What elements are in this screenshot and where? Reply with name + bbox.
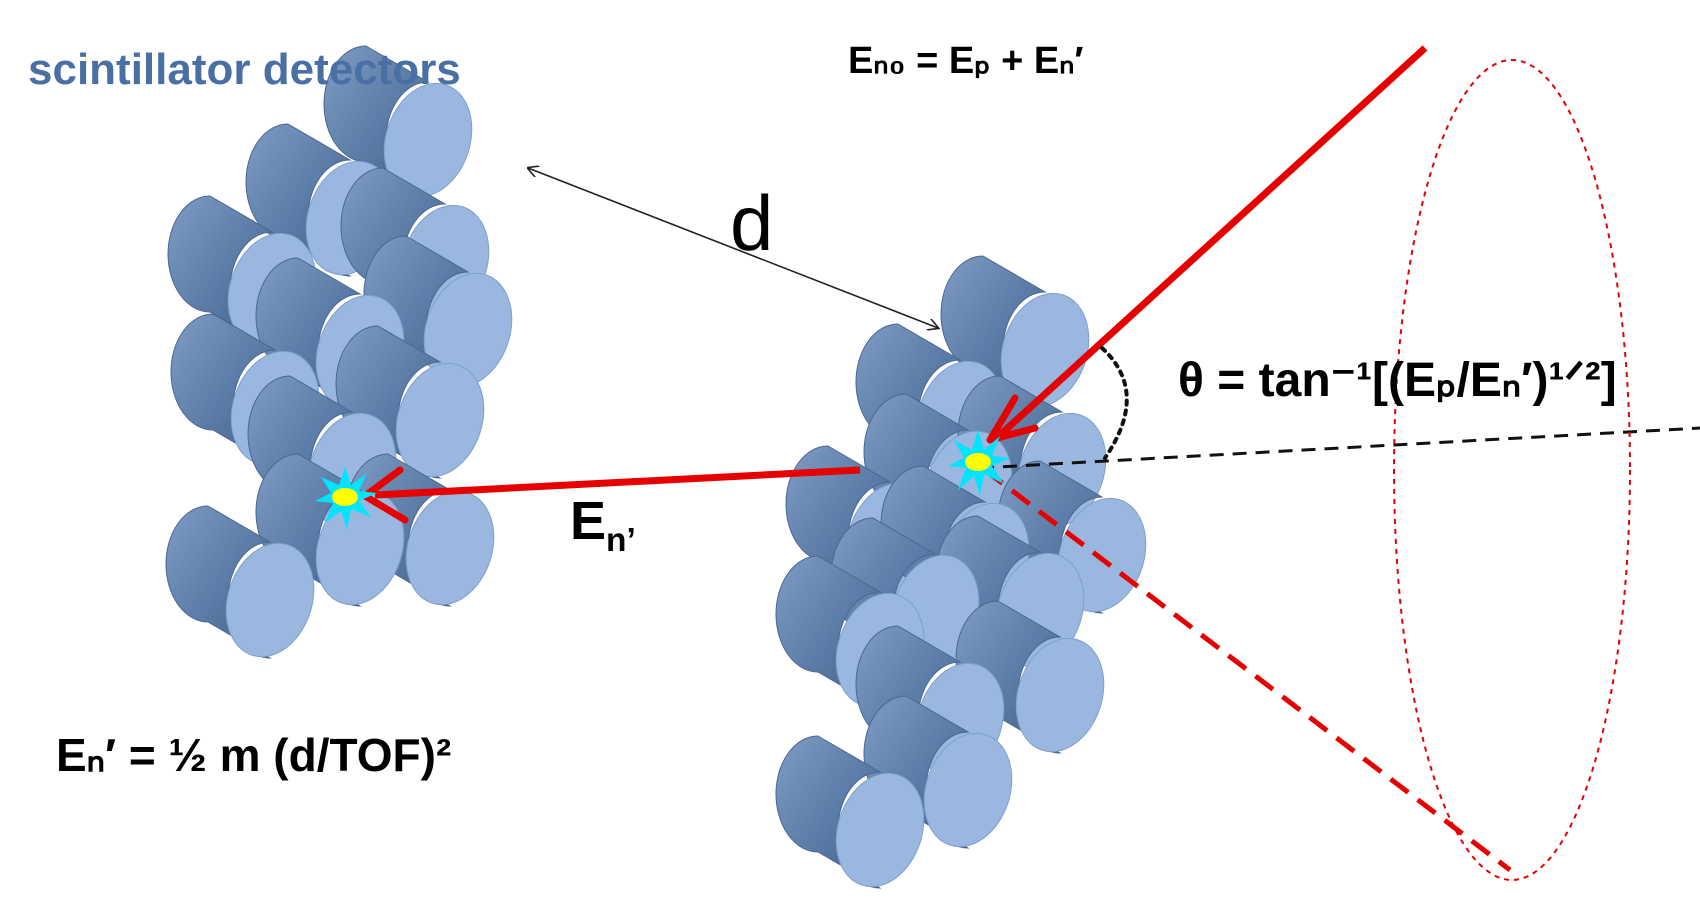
scintillator-cylinder-icon	[335, 325, 485, 479]
cone-axis	[979, 426, 1700, 470]
distance-arrow	[528, 168, 938, 328]
scintillation-flash-icon	[315, 467, 377, 529]
scintillator-cylinder-icon	[863, 695, 1013, 849]
distance-label: d	[730, 179, 774, 267]
incident-neutron-track	[997, 45, 1428, 438]
scintillator-cylinder-icon	[775, 735, 925, 889]
scintillator-cylinder-icon	[363, 235, 513, 389]
scattered-neutron-subscript: n’	[606, 521, 636, 559]
tof-energy-equation: Eₙ′ = ½ m (d/TOF)²	[56, 729, 452, 781]
right-detector-array	[775, 255, 1147, 889]
angle-arc	[1100, 346, 1129, 460]
left-detector-array	[165, 45, 513, 659]
cone-edge	[983, 468, 1512, 872]
cone-base-ellipse	[1393, 59, 1631, 881]
scintillation-flash-icon	[948, 430, 1010, 496]
scintillator-cylinder-icon	[165, 505, 315, 659]
scintillator-cylinder-icon	[955, 600, 1105, 754]
scattered-neutron-symbol: E	[570, 491, 607, 551]
incident-neutron-arrowhead	[986, 394, 1039, 444]
scattering-angle-equation: θ = tan⁻¹[(Eₚ/Eₙ′)¹ᐟ²]	[1178, 354, 1617, 407]
scattered-neutron-label: En’	[570, 490, 636, 560]
scintillator-cylinder-icon	[323, 45, 473, 199]
energy-conservation-equation: Eₙ₀ = Eₚ + Eₙ′	[848, 40, 1084, 82]
scattered-neutron-track	[374, 466, 861, 499]
detectors-label: scintillator detectors	[28, 45, 461, 94]
